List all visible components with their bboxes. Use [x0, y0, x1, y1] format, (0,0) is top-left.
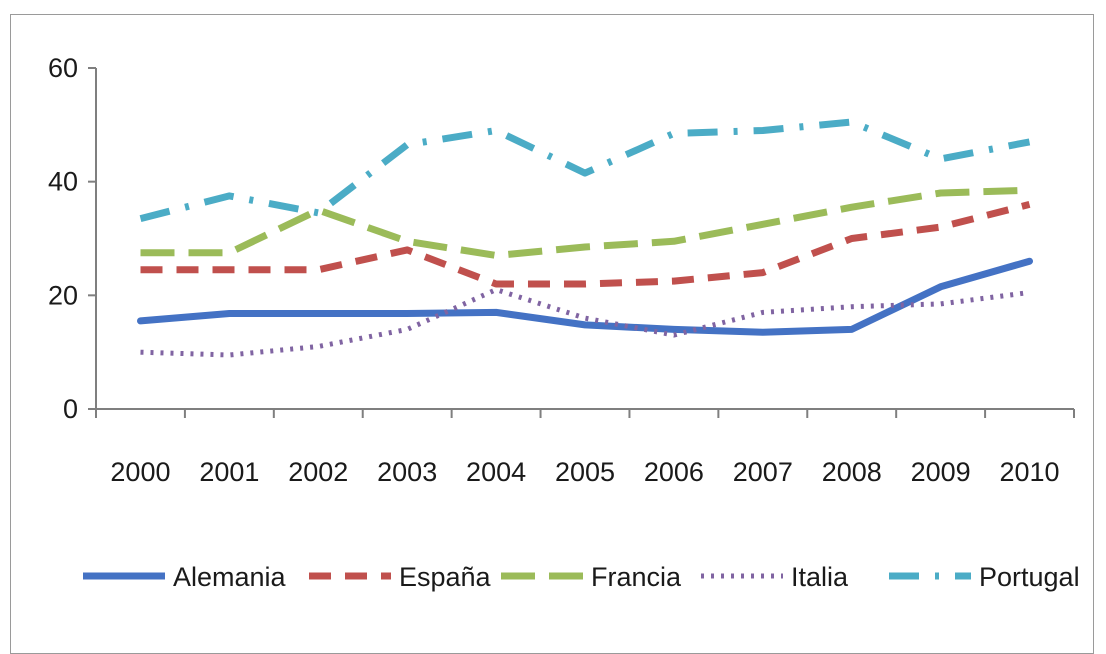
- series-line-francia: [140, 186, 1030, 259]
- x-tick-label: 2010: [1000, 457, 1060, 487]
- y-tick-label: 20: [48, 280, 78, 310]
- x-tick-label: 2008: [822, 457, 882, 487]
- legend-label: Francia: [591, 562, 682, 592]
- y-tick-label: 60: [48, 53, 78, 83]
- x-tick-label: 2006: [644, 457, 704, 487]
- x-tick-label: 2007: [733, 457, 793, 487]
- x-tick-label: 2009: [911, 457, 971, 487]
- y-tick-label: 0: [63, 394, 78, 424]
- legend-label: España: [399, 562, 492, 592]
- y-ticks: 0 20 40 60: [48, 53, 96, 424]
- x-tick-label: 2005: [555, 457, 615, 487]
- legend-label: Alemania: [173, 562, 287, 592]
- x-tick-label: 2003: [377, 457, 437, 487]
- x-tick-label: 2002: [288, 457, 348, 487]
- chart-frame: 0 20 40 60 2000 2001 2002 2003 2004 2005 2006 2007…: [10, 14, 1094, 654]
- series-line-espa-a: [140, 201, 1031, 288]
- legend-label: Portugal: [979, 562, 1080, 592]
- x-tick-label: 2001: [199, 457, 259, 487]
- legend: Alemania España Francia Italia Portugal: [83, 562, 1080, 592]
- legend-label: Italia: [791, 562, 849, 592]
- y-tick-label: 40: [48, 167, 78, 197]
- x-tick-label: 2004: [466, 457, 526, 487]
- x-tick-label: 2000: [110, 457, 170, 487]
- series-line-portugal: [139, 118, 1031, 222]
- series-line-alemania: [137, 257, 1033, 336]
- series-line-italia: [140, 287, 1030, 358]
- x-ticks: 2000 2001 2002 2003 2004 2005 2006 2007 2008 2009…: [95, 409, 1075, 487]
- series-lines: [137, 118, 1033, 358]
- line-chart: 0 20 40 60 2000 2001 2002 2003 2004 2005 2006 2007…: [48, 53, 1080, 592]
